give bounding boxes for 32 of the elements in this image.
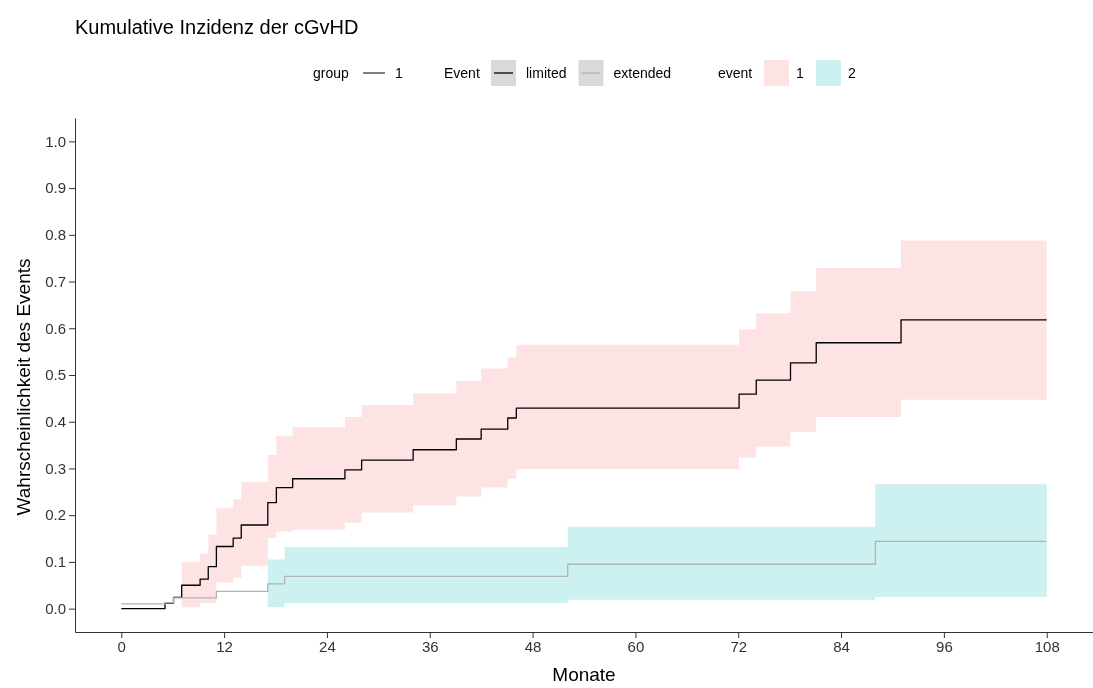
legend-title: Event [444, 65, 480, 81]
y-axis-title: Wahrscheinlichkeit des Events [13, 258, 34, 516]
y-tick-label: 0.3 [45, 459, 66, 477]
chart-title: Kumulative Inzidenz der cGvHD [75, 16, 359, 38]
y-tick-label: 0.6 [45, 319, 66, 337]
y-tick-label: 1.0 [45, 132, 66, 150]
x-tick-label: 60 [627, 637, 645, 655]
y-tick-label: 0.2 [45, 506, 66, 524]
text: group [313, 65, 350, 81]
x-tick-label: 48 [524, 637, 542, 655]
text: 1 [796, 65, 804, 81]
x-tick-label: 12 [216, 637, 233, 655]
y-tick-label: 0.1 [45, 553, 66, 571]
x-tick-label: 0 [117, 637, 126, 655]
legend-label: limited [526, 65, 567, 81]
text: 2 [848, 65, 856, 81]
text: event [718, 65, 753, 81]
x-tick-label: 108 [1034, 637, 1060, 655]
y-tick-label: 0.4 [45, 413, 66, 431]
x-tick-label: 72 [730, 637, 748, 655]
x-axis-title: Monate [552, 664, 616, 685]
x-tick-label: 84 [833, 637, 850, 655]
y-tick-label: 0.7 [45, 272, 66, 290]
y-tick-label: 0.0 [45, 599, 66, 617]
y-tick-label: 0.5 [45, 366, 66, 384]
x-tick-label: 24 [319, 637, 336, 655]
x-tick-label: 36 [421, 637, 439, 655]
x-tick-label: 96 [936, 637, 953, 655]
y-tick-label: 0.8 [45, 226, 66, 244]
y-tick-label: 0.9 [45, 179, 66, 197]
legend-label: extended [613, 65, 672, 81]
text: 1 [395, 65, 403, 81]
